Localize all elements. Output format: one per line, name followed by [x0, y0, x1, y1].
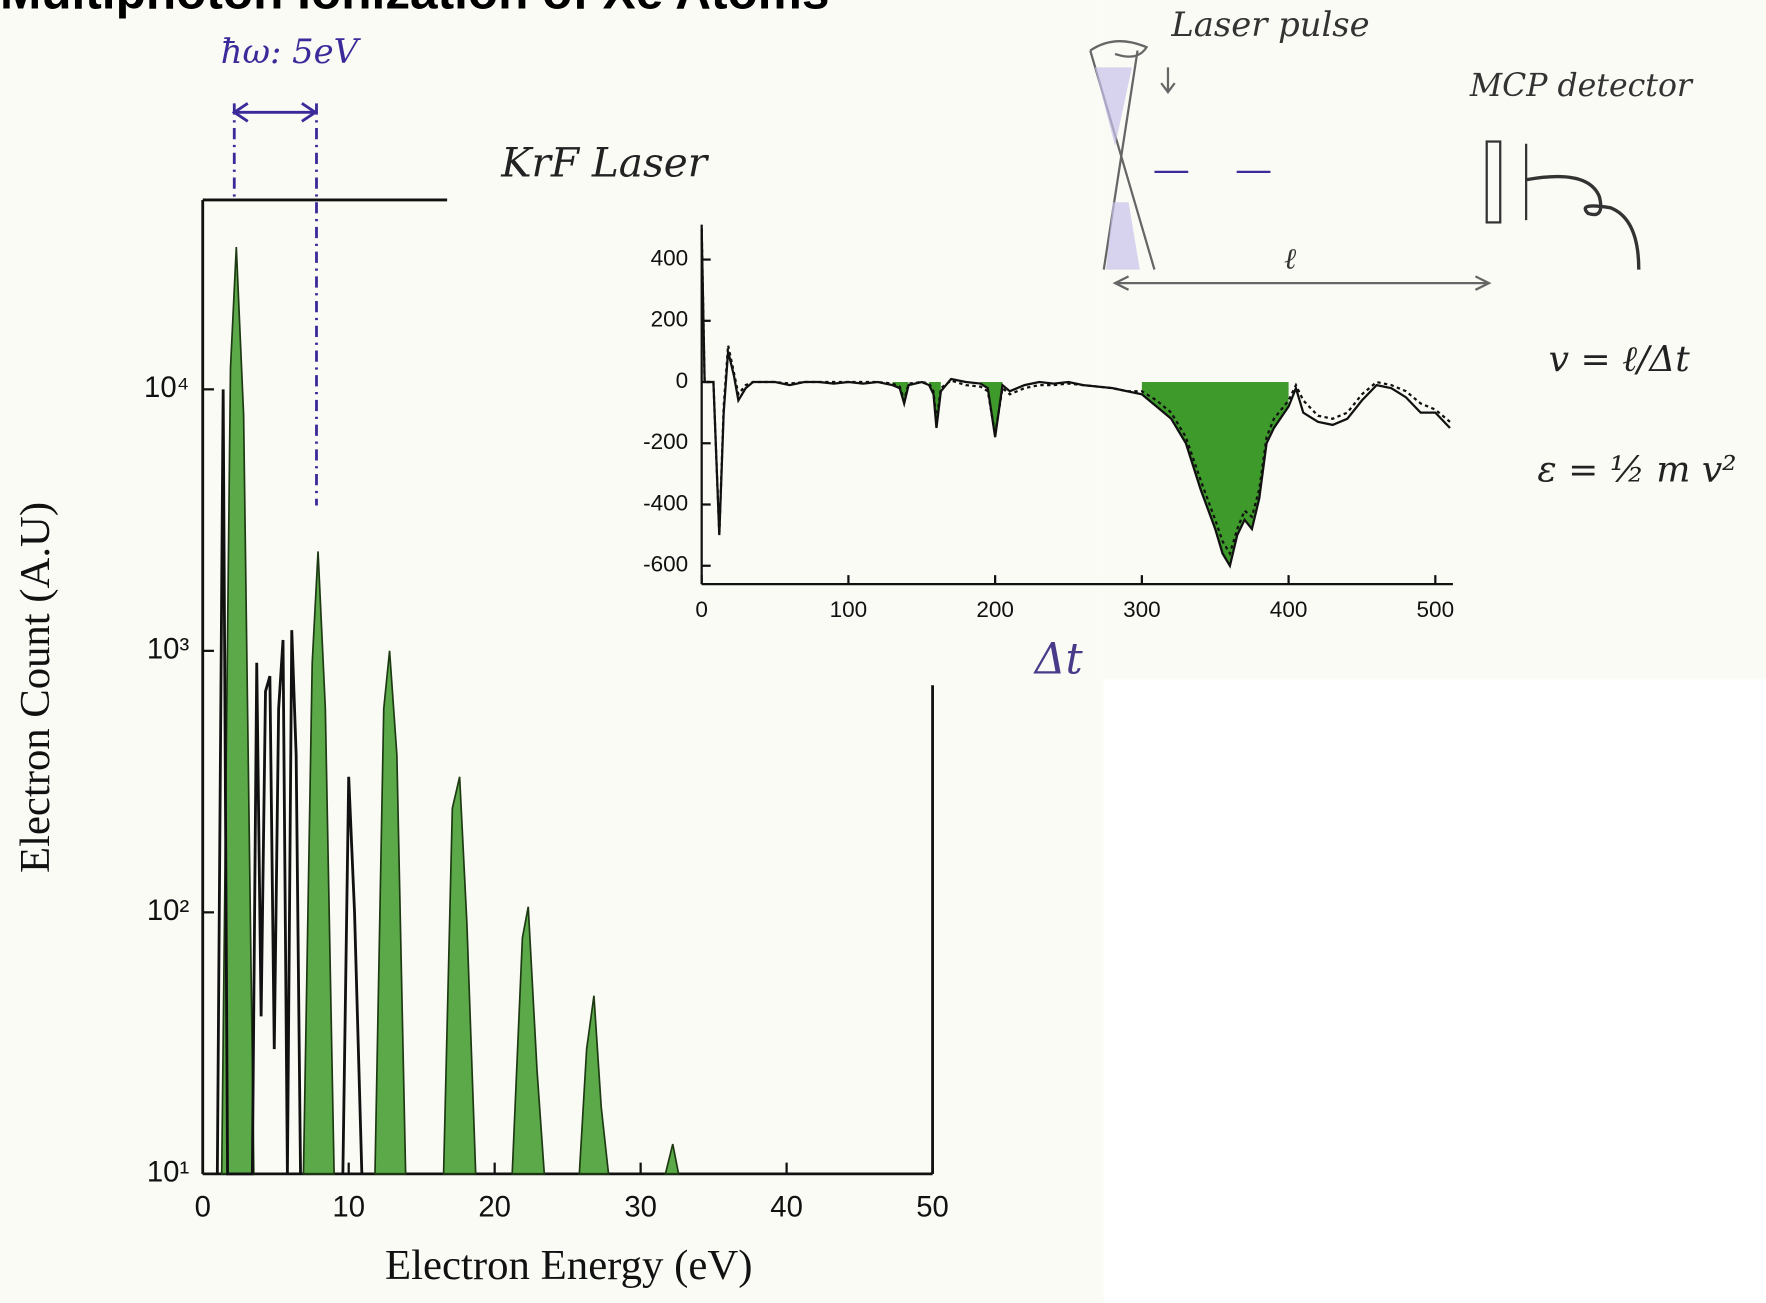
velocity-formula: v = ℓ/Δt — [1549, 339, 1691, 380]
inset-x-label: Δt — [1033, 635, 1084, 685]
laser-pulse-note: Laser pulse — [1170, 5, 1369, 44]
y-tick-label: 10³ — [147, 634, 190, 666]
x-tick-label: 0 — [695, 597, 708, 622]
photon-energy-note: ħω: 5eV — [221, 32, 362, 71]
x-tick-label: 0 — [195, 1192, 211, 1224]
y-tick-label: 0 — [676, 368, 689, 393]
trace-line — [700, 228, 1451, 557]
x-tick-label: 200 — [976, 597, 1014, 622]
detector-note: MCP detector — [1469, 68, 1694, 104]
x-tick-label: 30 — [624, 1192, 657, 1224]
laser-note: KrF Laser — [500, 139, 710, 187]
y-tick-label: -200 — [643, 429, 688, 454]
dip-area — [892, 382, 1289, 566]
y-tick-label: 10¹ — [147, 1157, 190, 1189]
spectrum-line — [215, 389, 364, 1176]
trace-line — [700, 228, 1451, 569]
x-axis-label: Electron Energy (eV) — [385, 1242, 753, 1289]
y-tick-label: -600 — [643, 552, 688, 577]
y-axis-label: Electron Count (A.U) — [12, 502, 59, 873]
setup-sketch — [1089, 40, 1641, 291]
paper — [1103, 0, 1766, 680]
energy-formula: ε = ½ m v² — [1537, 449, 1736, 490]
y-tick-label: 200 — [651, 307, 689, 332]
y-tick-label: 10² — [147, 895, 190, 927]
x-tick-label: 40 — [770, 1192, 803, 1224]
x-tick-label: 500 — [1417, 597, 1455, 622]
x-tick-label: 20 — [478, 1192, 511, 1224]
peak-area — [220, 247, 680, 1175]
y-tick-label: 400 — [651, 246, 689, 271]
paper — [0, 0, 1104, 1303]
title: Multiphoton Ionization of Xe Atoms — [0, 0, 829, 20]
distance-note: ℓ — [1284, 242, 1297, 276]
x-tick-label: 10 — [332, 1192, 365, 1224]
y-tick-label: 10⁴ — [144, 372, 189, 404]
x-tick-label: 100 — [830, 597, 868, 622]
x-tick-label: 50 — [916, 1192, 949, 1224]
x-tick-label: 400 — [1270, 597, 1308, 622]
y-tick-label: -400 — [643, 490, 688, 515]
x-tick-label: 300 — [1123, 597, 1161, 622]
photon-energy-arrow — [231, 102, 318, 506]
